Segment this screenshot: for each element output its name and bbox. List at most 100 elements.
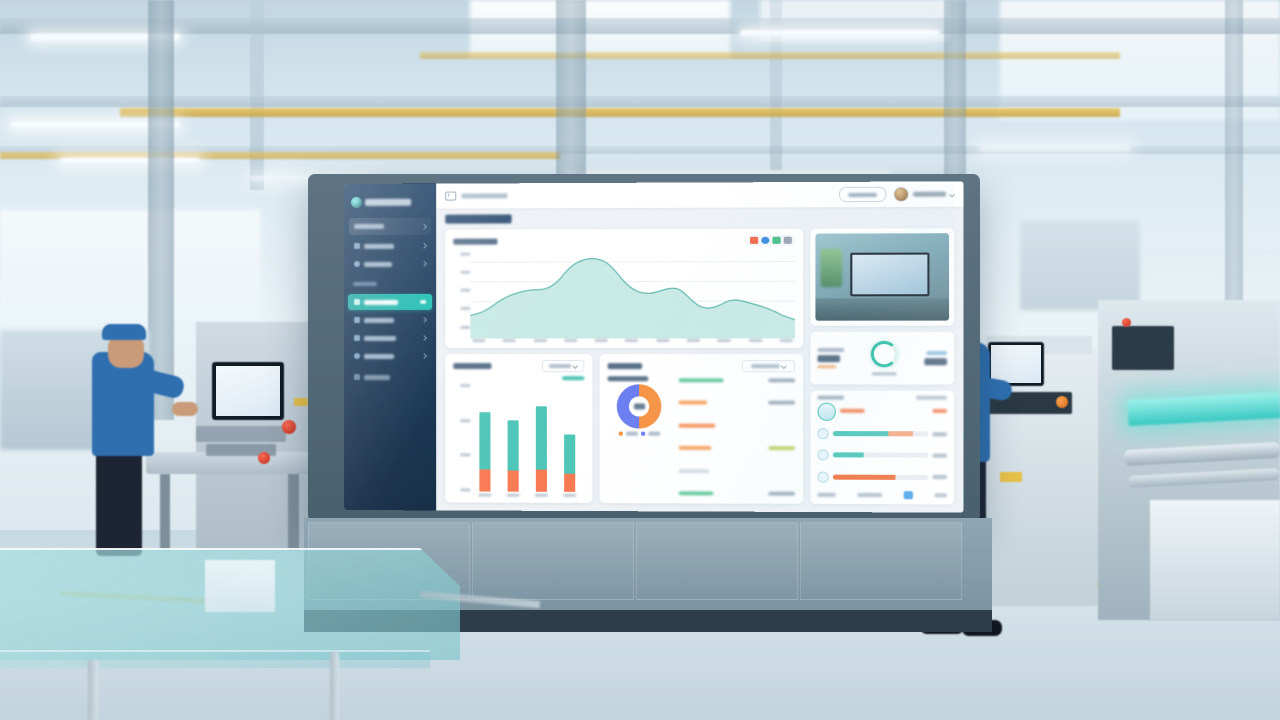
- x-tick: [478, 493, 492, 497]
- page-title: [445, 214, 512, 224]
- list-item[interactable]: [678, 468, 795, 473]
- emergency-stop-button[interactable]: [258, 452, 270, 464]
- x-tick: [625, 338, 639, 342]
- kpi-right: [924, 351, 947, 366]
- dashboard-screen[interactable]: [344, 181, 964, 513]
- sidebar-item-label: [363, 335, 397, 341]
- list-item-label: [678, 491, 714, 496]
- y-axis: [453, 251, 471, 339]
- refresh-icon[interactable]: [761, 236, 770, 244]
- y-tick: [460, 289, 471, 293]
- legend-swatch: [640, 431, 645, 436]
- x-tick: [717, 338, 732, 342]
- kpi-sub: [817, 365, 836, 369]
- list-item[interactable]: [678, 423, 795, 428]
- more-icon[interactable]: [783, 236, 792, 244]
- progress-card-footer: [817, 491, 947, 500]
- sidebar-item-2[interactable]: [348, 256, 432, 272]
- structural-column: [148, 0, 174, 420]
- sidebar-item-4[interactable]: [348, 312, 432, 328]
- topbar-action-button[interactable]: [839, 186, 887, 203]
- crane-rail: [120, 108, 1120, 117]
- list-item[interactable]: [678, 378, 795, 383]
- crane-rail: [0, 152, 560, 159]
- sidebar-item-5[interactable]: [348, 330, 432, 346]
- user-name: [912, 191, 946, 197]
- worker-left-cap: [102, 324, 146, 340]
- dashboard-main: [436, 181, 964, 513]
- console-desk: [146, 452, 321, 474]
- camera-feed-card[interactable]: [810, 228, 955, 326]
- topbar-action-label: [848, 192, 877, 197]
- panel-collapse-icon[interactable]: [445, 191, 457, 201]
- x-tick: [563, 493, 577, 497]
- sidebar-item-1[interactable]: [348, 238, 432, 254]
- bar-chart-icon[interactable]: [750, 236, 759, 244]
- donut-breakdown-list: [677, 376, 795, 498]
- progress-value: [932, 431, 947, 437]
- ceiling-light: [30, 34, 180, 41]
- ceiling-beam: [0, 146, 1280, 154]
- donut-chart-card: [599, 354, 804, 504]
- sidebar-header[interactable]: [348, 217, 432, 235]
- list-item-label: [678, 468, 710, 473]
- indicator-light: [1122, 318, 1131, 327]
- ceiling-light: [10, 122, 180, 128]
- x-tick: [533, 338, 547, 342]
- brand: [344, 190, 436, 216]
- emergency-stop-button[interactable]: [282, 420, 296, 434]
- list-item-value: [768, 491, 795, 496]
- list-item[interactable]: [678, 491, 795, 496]
- export-icon[interactable]: [772, 236, 781, 244]
- sidebar-item-label: [363, 353, 395, 359]
- list-item-value: [768, 378, 795, 383]
- sidebar-item-7[interactable]: [348, 369, 432, 385]
- dashboard-content: [436, 207, 963, 513]
- progress-row[interactable]: [817, 449, 947, 462]
- sidebar-item-6[interactable]: [348, 348, 432, 364]
- bar-series: [470, 382, 584, 493]
- ceiling-beam: [0, 96, 1280, 107]
- ceiling-beam: [250, 0, 264, 190]
- progress-fill-secondary: [888, 431, 914, 437]
- progress-row[interactable]: [817, 471, 947, 483]
- list-item[interactable]: [678, 446, 795, 451]
- hero-label: [840, 408, 865, 413]
- bar: [507, 420, 519, 492]
- dropdown-label: [548, 364, 572, 368]
- ceiling-beam: [0, 18, 1280, 34]
- bar-card-dropdown[interactable]: [541, 360, 585, 373]
- status-badge[interactable]: [903, 491, 913, 500]
- kpi-value: [817, 355, 841, 363]
- sidebar-item-label: [363, 299, 399, 305]
- display-plinth: [304, 610, 992, 632]
- list-item[interactable]: [678, 400, 795, 406]
- dropdown-label: [751, 364, 780, 368]
- emergency-stop-button[interactable]: [1056, 396, 1068, 408]
- user-menu[interactable]: [893, 186, 956, 202]
- progress-track: [832, 474, 929, 480]
- worker-left-legs: [96, 448, 142, 556]
- donut-center-label: [633, 403, 645, 410]
- progress-hero-row[interactable]: [817, 402, 947, 421]
- box-icon: [353, 334, 360, 341]
- list-item-value: [768, 446, 795, 451]
- grid-icon: [353, 242, 360, 249]
- console-leg: [288, 474, 299, 550]
- legend-label: [625, 431, 638, 436]
- ceiling-light: [980, 146, 1130, 151]
- x-tick: [594, 338, 608, 342]
- card-title: [453, 363, 492, 370]
- x-tick: [656, 338, 670, 342]
- donut-card-dropdown[interactable]: [741, 360, 795, 373]
- kpi-caption: [817, 348, 845, 353]
- trend-chart-card: [445, 228, 804, 349]
- console-monitor-screen: [216, 366, 280, 416]
- progress-value: [932, 475, 947, 480]
- list-item-label: [678, 423, 716, 428]
- donut-legend: [618, 431, 660, 436]
- list-item-value: [768, 400, 795, 406]
- x-tick: [502, 338, 516, 342]
- progress-row[interactable]: [817, 428, 947, 440]
- sidebar-item-active[interactable]: [347, 293, 433, 310]
